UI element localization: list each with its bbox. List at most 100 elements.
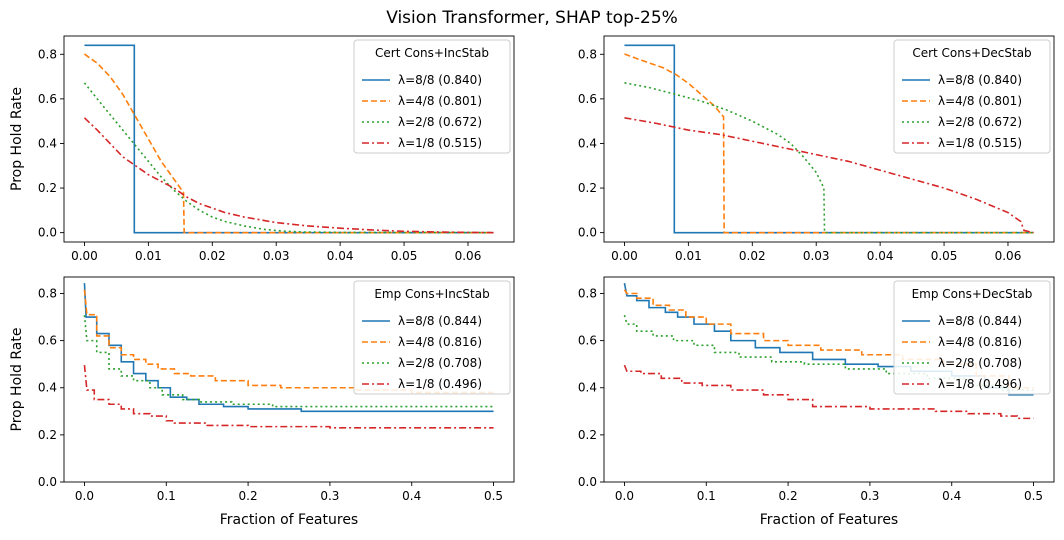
y-tick-label: 0.8 bbox=[38, 47, 57, 61]
y-tick-label: 0.0 bbox=[38, 475, 57, 489]
figure-title: Vision Transformer, SHAP top-25% bbox=[386, 8, 678, 28]
panel-2: 0.00 0.01 0.02 0.03 0.04 0.05 0.06 0.0 0.2 0.4 0.6… bbox=[578, 35, 1055, 263]
panel-3: 0.0 0.1 0.2 0.3 0.4 0.5 0.0 0.2 0.4 0.6 0.8 Prop Ho… bbox=[9, 276, 515, 528]
legend-title: Emp Cons+IncStab bbox=[374, 287, 489, 301]
series-line-2 bbox=[83, 53, 494, 234]
series-line-4 bbox=[83, 117, 494, 234]
x-tick-label: 0.4 bbox=[942, 489, 961, 503]
x-tick-label: 0.04 bbox=[327, 249, 354, 263]
x-tick-label: 0.05 bbox=[931, 249, 958, 263]
y-tick-label: 0.2 bbox=[38, 428, 57, 442]
x-tick-label: 0.06 bbox=[455, 249, 482, 263]
y-tick-label: 0.8 bbox=[578, 47, 597, 61]
x-tick-label: 0.2 bbox=[239, 489, 258, 503]
legend-box bbox=[353, 39, 511, 154]
x-tick-label: 0.4 bbox=[402, 489, 421, 503]
y-axis-label: Prop Hold Rate bbox=[9, 87, 25, 191]
legend-entry: λ=8/8 (0.840) bbox=[398, 73, 482, 87]
series-line-3 bbox=[623, 314, 1034, 391]
y-tick-label: 0.4 bbox=[578, 136, 597, 150]
y-tick-label: 0.6 bbox=[38, 334, 57, 348]
axes-frame bbox=[603, 35, 1055, 243]
legend-box bbox=[893, 280, 1051, 395]
legend-title: Cert Cons+IncStab bbox=[375, 46, 489, 60]
legend-entry: λ=8/8 (0.840) bbox=[938, 73, 1022, 87]
series-line-3 bbox=[83, 315, 494, 408]
y-tick-label: 0.8 bbox=[578, 286, 597, 300]
x-tick-label: 0.03 bbox=[263, 249, 290, 263]
x-axis-label: Fraction of Features bbox=[220, 512, 358, 528]
x-tick-label: 0.1 bbox=[697, 489, 716, 503]
legend: Emp Cons+DecStab λ=8/8 (0.844) λ=4/8 (0.81… bbox=[893, 280, 1051, 395]
legend-box bbox=[893, 39, 1051, 154]
legend-entry: λ=2/8 (0.672) bbox=[938, 115, 1022, 129]
series-line-2 bbox=[624, 53, 1034, 234]
x-tick-label: 0.5 bbox=[484, 489, 503, 503]
legend-title: Cert Cons+DecStab bbox=[912, 46, 1031, 60]
x-tick-label: 0.0 bbox=[615, 489, 634, 503]
y-tick-label: 0.2 bbox=[578, 181, 597, 195]
series-group bbox=[83, 283, 494, 429]
x-tick-label: 0.00 bbox=[611, 249, 638, 263]
legend-entry: λ=1/8 (0.515) bbox=[398, 136, 482, 150]
y-tick-label: 0.0 bbox=[38, 226, 57, 240]
legend-entry: λ=2/8 (0.672) bbox=[398, 115, 482, 129]
legend-title: Emp Cons+DecStab bbox=[912, 287, 1033, 301]
legend: Cert Cons+DecStab λ=8/8 (0.840) λ=4/8 (0.8… bbox=[893, 39, 1051, 154]
x-tick-label: 0.04 bbox=[867, 249, 894, 263]
x-tick-label: 0.2 bbox=[779, 489, 798, 503]
x-tick-label: 0.3 bbox=[320, 489, 339, 503]
legend-entry: λ=1/8 (0.515) bbox=[938, 136, 1022, 150]
legend-entry: λ=8/8 (0.844) bbox=[398, 314, 482, 328]
y-axis-label: Prop Hold Rate bbox=[9, 328, 25, 432]
y-tick-label: 0.0 bbox=[578, 226, 597, 240]
legend-entry: λ=8/8 (0.844) bbox=[938, 314, 1022, 328]
series-group bbox=[624, 44, 1034, 234]
series-line-4 bbox=[623, 364, 1034, 420]
y-tick-label: 0.4 bbox=[578, 381, 597, 395]
series-line-4 bbox=[83, 365, 494, 429]
legend-entry: λ=1/8 (0.496) bbox=[938, 377, 1022, 391]
legend-entry: λ=4/8 (0.801) bbox=[938, 94, 1022, 108]
legend: Cert Cons+IncStab λ=8/8 (0.840) λ=4/8 (0.8… bbox=[353, 39, 511, 154]
legend-entry: λ=4/8 (0.816) bbox=[398, 335, 482, 349]
x-tick-label: 0.3 bbox=[860, 489, 879, 503]
x-tick-label: 0.06 bbox=[995, 249, 1022, 263]
legend-entry: λ=2/8 (0.708) bbox=[938, 356, 1022, 370]
legend-entry: λ=1/8 (0.496) bbox=[398, 377, 482, 391]
legend-box bbox=[353, 280, 511, 395]
x-tick-label: 0.01 bbox=[675, 249, 702, 263]
y-tick-label: 0.6 bbox=[38, 92, 57, 106]
x-tick-label: 0.00 bbox=[71, 249, 98, 263]
panel-1: 0.00 0.01 0.02 0.03 0.04 0.05 0.06 0.0 0.2 0.4 0.6… bbox=[9, 35, 515, 263]
axes-frame bbox=[603, 276, 1055, 483]
y-tick-label: 0.6 bbox=[578, 334, 597, 348]
x-tick-label: 0.01 bbox=[135, 249, 162, 263]
legend-entry: λ=4/8 (0.816) bbox=[938, 335, 1022, 349]
x-tick-label: 0.03 bbox=[803, 249, 830, 263]
y-tick-label: 0.4 bbox=[38, 136, 57, 150]
axes-frame bbox=[63, 276, 515, 483]
series-line-4 bbox=[624, 117, 1034, 234]
y-tick-label: 0.8 bbox=[38, 286, 57, 300]
y-tick-label: 0.2 bbox=[578, 428, 597, 442]
y-tick-label: 0.0 bbox=[578, 475, 597, 489]
series-group bbox=[83, 44, 494, 234]
x-axis-label: Fraction of Features bbox=[760, 512, 898, 528]
panel-4: 0.0 0.1 0.2 0.3 0.4 0.5 0.0 0.2 0.4 0.6 0.8 Fractio… bbox=[578, 276, 1055, 528]
x-tick-label: 0.1 bbox=[157, 489, 176, 503]
x-tick-label: 0.05 bbox=[391, 249, 418, 263]
x-tick-label: 0.0 bbox=[75, 489, 94, 503]
x-tick-label: 0.5 bbox=[1024, 489, 1043, 503]
y-tick-label: 0.4 bbox=[38, 381, 57, 395]
x-tick-label: 0.02 bbox=[199, 249, 226, 263]
legend: Emp Cons+IncStab λ=8/8 (0.844) λ=4/8 (0.81… bbox=[353, 280, 511, 395]
legend-entry: λ=2/8 (0.708) bbox=[398, 356, 482, 370]
legend-entry: λ=4/8 (0.801) bbox=[398, 94, 482, 108]
y-tick-label: 0.2 bbox=[38, 181, 57, 195]
series-line-1 bbox=[83, 283, 494, 413]
x-tick-label: 0.02 bbox=[739, 249, 766, 263]
y-tick-label: 0.6 bbox=[578, 92, 597, 106]
